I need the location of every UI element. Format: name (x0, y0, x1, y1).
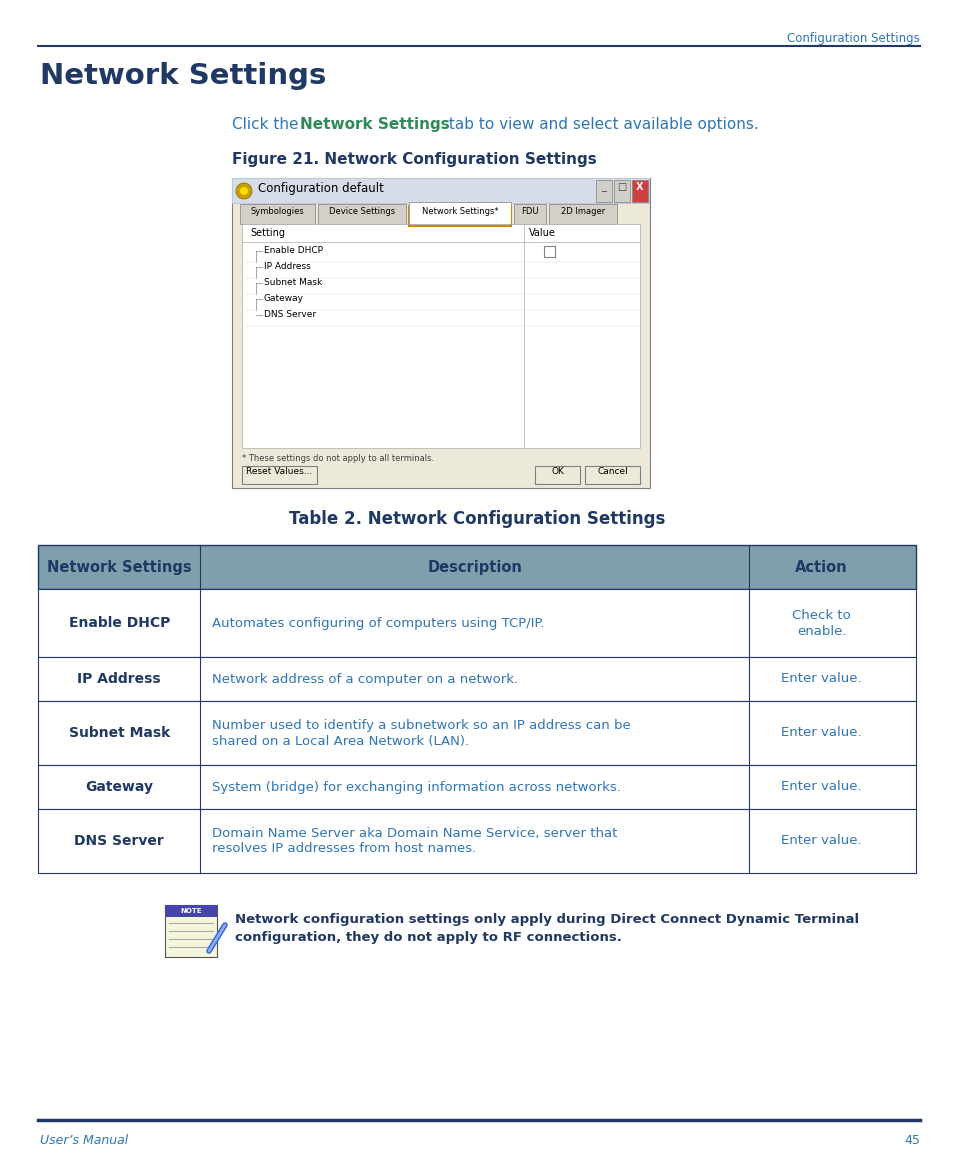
Text: Network configuration settings only apply during Direct Connect Dynamic Terminal: Network configuration settings only appl… (234, 913, 859, 926)
Text: X: X (636, 182, 643, 192)
Bar (165, 905, 216, 917)
Text: shared on a Local Area Network (LAN).: shared on a Local Area Network (LAN). (213, 735, 469, 748)
Bar (317, 204, 406, 224)
Text: Action: Action (795, 560, 847, 575)
Text: User’s Manual: User’s Manual (40, 1134, 128, 1147)
Bar (514, 204, 545, 224)
Text: Network Settings: Network Settings (299, 117, 449, 132)
Bar (242, 224, 639, 449)
Bar (232, 178, 649, 204)
Bar (240, 204, 314, 224)
Text: Value: Value (528, 228, 555, 238)
Text: Subnet Mask: Subnet Mask (69, 726, 170, 739)
Text: Gateway: Gateway (85, 780, 153, 794)
Text: Figure 21. Network Configuration Settings: Figure 21. Network Configuration Setting… (232, 152, 597, 167)
Text: IP Address: IP Address (264, 262, 311, 271)
Bar (38, 701, 915, 765)
Bar (233, 178, 648, 203)
Text: Enable DHCP: Enable DHCP (264, 246, 323, 255)
Bar (535, 466, 579, 484)
Bar (165, 905, 216, 957)
Bar (614, 180, 629, 202)
Text: resolves IP addresses from host names.: resolves IP addresses from host names. (213, 843, 476, 855)
Text: Reset Values...: Reset Values... (246, 467, 313, 476)
Text: Network Settings: Network Settings (40, 61, 326, 90)
Text: Domain Name Server aka Domain Name Service, server that: Domain Name Server aka Domain Name Servi… (213, 826, 618, 839)
Text: Network Settings: Network Settings (47, 560, 192, 575)
Text: Enable DHCP: Enable DHCP (69, 615, 170, 630)
Text: Setting: Setting (250, 228, 285, 238)
Text: DNS Server: DNS Server (74, 834, 164, 848)
Text: configuration, they do not apply to RF connections.: configuration, they do not apply to RF c… (234, 931, 621, 943)
Text: Configuration Settings: Configuration Settings (786, 32, 919, 45)
Bar (631, 180, 647, 202)
Text: Enter value.: Enter value. (781, 780, 861, 794)
Bar (596, 180, 612, 202)
Text: 45: 45 (903, 1134, 919, 1147)
Bar (548, 204, 617, 224)
Text: Gateway: Gateway (264, 294, 304, 302)
Bar (38, 545, 915, 589)
Text: IP Address: IP Address (77, 672, 161, 686)
Bar (38, 809, 915, 873)
Text: _: _ (601, 182, 606, 192)
Text: Automates configuring of computers using TCP/IP.: Automates configuring of computers using… (213, 617, 544, 629)
Text: System (bridge) for exchanging information across networks.: System (bridge) for exchanging informati… (213, 780, 620, 794)
Text: 2D Imager: 2D Imager (560, 207, 604, 216)
Bar (584, 466, 639, 484)
Bar (38, 657, 915, 701)
Bar (38, 589, 915, 657)
Bar (232, 178, 649, 488)
Text: Click the: Click the (232, 117, 303, 132)
Text: Number used to identify a subnetwork so an IP address can be: Number used to identify a subnetwork so … (213, 719, 631, 731)
Bar (242, 466, 316, 484)
Text: Configuration default: Configuration default (257, 182, 383, 195)
Text: NOTE: NOTE (180, 907, 202, 914)
Text: Enter value.: Enter value. (781, 834, 861, 847)
Text: Network Settings*: Network Settings* (421, 207, 497, 216)
Text: Description: Description (427, 560, 521, 575)
Circle shape (235, 183, 252, 199)
Text: Enter value.: Enter value. (781, 727, 861, 739)
Text: tab to view and select available options.: tab to view and select available options… (443, 117, 758, 132)
Circle shape (240, 187, 248, 195)
Text: OK: OK (551, 467, 563, 476)
Text: Network address of a computer on a network.: Network address of a computer on a netwo… (213, 672, 518, 685)
Bar (38, 765, 915, 809)
Text: * These settings do not apply to all terminals.: * These settings do not apply to all ter… (242, 454, 434, 462)
Bar (543, 246, 554, 257)
Text: Enter value.: Enter value. (781, 672, 861, 685)
Bar (408, 205, 409, 227)
Text: Table 2. Network Configuration Settings: Table 2. Network Configuration Settings (289, 510, 664, 529)
Text: Check to: Check to (791, 608, 850, 621)
Text: Device Settings: Device Settings (329, 207, 395, 216)
Text: FDU: FDU (520, 207, 538, 216)
Text: Cancel: Cancel (597, 467, 627, 476)
Text: □: □ (617, 182, 626, 192)
Bar (511, 205, 512, 227)
Text: DNS Server: DNS Server (264, 309, 315, 319)
Text: enable.: enable. (796, 625, 845, 637)
Bar (409, 225, 511, 227)
Text: Subnet Mask: Subnet Mask (264, 278, 322, 287)
Text: Symbologies: Symbologies (251, 207, 304, 216)
Bar (409, 202, 511, 224)
